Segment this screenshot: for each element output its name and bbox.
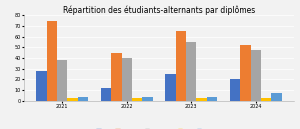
Bar <box>67 99 78 101</box>
Title: Répartition des étudiants-alternants par diplômes: Répartition des étudiants-alternants par… <box>63 5 255 15</box>
Bar <box>207 97 217 101</box>
Bar <box>176 31 186 101</box>
Bar <box>240 45 251 101</box>
Bar <box>166 74 176 101</box>
Bar <box>272 93 282 101</box>
Bar <box>251 50 261 101</box>
Bar <box>132 99 142 101</box>
Bar <box>186 42 196 101</box>
Bar <box>122 58 132 101</box>
Bar <box>101 88 111 101</box>
Bar <box>142 97 152 101</box>
Bar <box>261 99 272 101</box>
Bar <box>230 79 240 101</box>
Bar <box>57 60 67 101</box>
Bar <box>36 71 46 101</box>
Bar <box>78 97 88 101</box>
Bar <box>111 53 122 101</box>
Bar <box>46 21 57 101</box>
Bar <box>196 99 207 101</box>
